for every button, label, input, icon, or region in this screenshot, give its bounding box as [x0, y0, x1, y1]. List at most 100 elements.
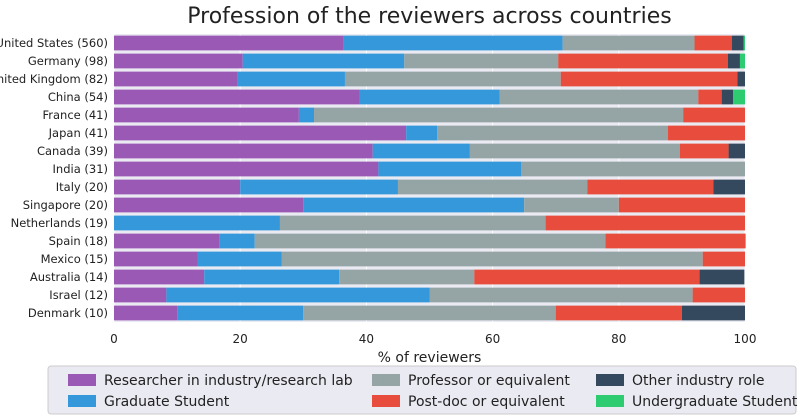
bar-segment: [698, 89, 722, 105]
bar-segment: [114, 233, 220, 249]
bar-segment: [343, 35, 563, 51]
legend-swatch: [68, 395, 96, 407]
bar-segment: [545, 215, 745, 231]
bar-segment: [733, 89, 745, 105]
x-tick-label: 100: [734, 332, 757, 346]
bar-segment: [242, 53, 405, 69]
legend: Researcher in industry/research lab Gradu…: [47, 365, 798, 415]
bar-segment: [737, 71, 745, 87]
bar-segment: [197, 251, 282, 267]
bar-segment: [114, 89, 360, 105]
bar-segment: [114, 161, 379, 177]
y-tick-label: Spain (18): [49, 234, 108, 248]
bar-segment: [560, 71, 738, 87]
bar-segment: [114, 35, 344, 51]
bar-segment: [281, 251, 703, 267]
legend-swatch: [372, 374, 400, 386]
bar-segment: [359, 89, 500, 105]
legend-label: Researcher in industry/research lab: [104, 373, 353, 389]
bar-segment: [474, 269, 700, 285]
bars: [114, 35, 746, 321]
bar-segment: [339, 269, 475, 285]
bar-segment: [694, 35, 732, 51]
y-tick-label: China (54): [48, 90, 108, 104]
bar-segment: [605, 233, 746, 249]
legend-label: Undergraduate Student: [632, 394, 798, 410]
bar-segment: [437, 125, 669, 141]
bar-segment: [372, 143, 470, 159]
bar-segment: [728, 143, 745, 159]
y-tick-label: Israel (12): [49, 288, 108, 302]
legend-swatch: [596, 395, 624, 407]
y-tick-label: Australia (14): [30, 270, 108, 284]
bar-segment: [114, 251, 198, 267]
bar-segment: [254, 233, 606, 249]
bar-segment: [378, 161, 521, 177]
bar-segment: [114, 71, 238, 87]
bar-segment: [303, 197, 525, 213]
bar-segment: [587, 179, 714, 195]
bar-segment: [279, 215, 546, 231]
x-axis-label: % of reviewers: [378, 350, 482, 366]
x-tick-label: 60: [485, 332, 500, 346]
bar-segment: [692, 287, 745, 303]
bar-segment: [681, 305, 745, 321]
legend-label: Professor or equivalent: [408, 373, 570, 389]
bar-segment: [429, 287, 693, 303]
bar-segment: [727, 53, 740, 69]
bar-segment: [469, 143, 681, 159]
bar-segment: [177, 305, 304, 321]
bar-segment: [618, 197, 745, 213]
bar-segment: [406, 125, 438, 141]
bar-segment: [397, 179, 588, 195]
x-tick-label: 0: [110, 332, 118, 346]
bar-segment: [114, 287, 167, 303]
bar-segment: [114, 215, 280, 231]
y-tick-label: Mexico (15): [41, 252, 108, 266]
x-tick-label: 20: [233, 332, 248, 346]
bar-segment: [114, 143, 373, 159]
bar-segment: [344, 71, 561, 87]
bar-segment: [114, 53, 243, 69]
y-tick-label: Japan (41): [48, 126, 108, 140]
bar-segment: [114, 305, 178, 321]
bar-segment: [303, 305, 556, 321]
bar-segment: [702, 251, 745, 267]
bar-segment: [404, 53, 559, 69]
legend-label: Post-doc or equivalent: [408, 394, 565, 410]
bar-segment: [743, 35, 745, 51]
x-axis-ticks: 0 20 40 60 80 100: [110, 332, 756, 346]
bar-segment: [114, 269, 205, 285]
legend-label: Graduate Student: [104, 394, 230, 410]
x-tick-label: 40: [359, 332, 374, 346]
bar-segment: [668, 125, 745, 141]
y-tick-label: Canada (39): [37, 144, 108, 158]
y-tick-label: France (41): [42, 108, 108, 122]
bar-segment: [204, 269, 340, 285]
y-tick-label: Germany (98): [28, 54, 108, 68]
y-tick-label: Netherlands (19): [11, 216, 108, 230]
bar-segment: [683, 107, 745, 123]
bar-segment: [558, 53, 728, 69]
chart-title: Profession of the reviewers across count…: [187, 4, 671, 29]
bar-segment: [680, 143, 729, 159]
bar-segment: [314, 107, 684, 123]
legend-swatch: [596, 374, 624, 386]
y-tick-label: Denmark (10): [28, 306, 108, 320]
bar-segment: [219, 233, 255, 249]
bar-segment: [114, 107, 299, 123]
bar-segment: [499, 89, 699, 105]
y-axis-labels: United States (560) Germany (98) United Ki…: [0, 36, 108, 320]
bar-segment: [562, 35, 695, 51]
bar-segment: [166, 287, 430, 303]
bar-segment: [524, 197, 619, 213]
legend-swatch: [372, 395, 400, 407]
bar-segment: [114, 197, 304, 213]
legend-swatch: [68, 374, 96, 386]
bar-segment: [298, 107, 315, 123]
bar-segment: [114, 125, 407, 141]
bar-segment: [237, 71, 345, 87]
y-tick-label: Italy (20): [56, 180, 108, 194]
bar-segment: [713, 179, 745, 195]
legend-label: Other industry role: [632, 373, 765, 389]
